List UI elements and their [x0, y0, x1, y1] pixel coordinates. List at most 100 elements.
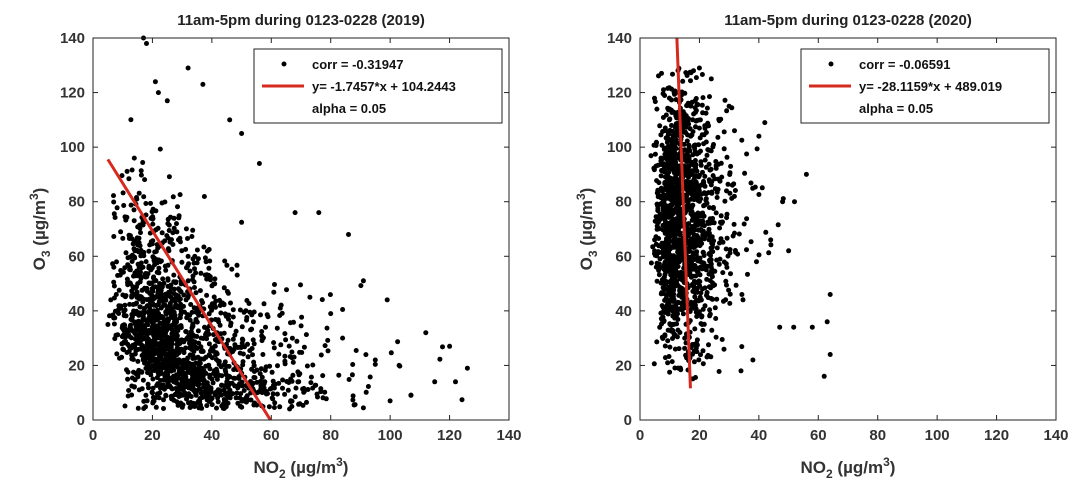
- data-point: [128, 117, 134, 123]
- data-point: [686, 170, 692, 176]
- data-point: [213, 352, 219, 358]
- data-point: [140, 220, 146, 226]
- data-point: [131, 246, 137, 252]
- data-point: [215, 317, 221, 323]
- data-point: [699, 322, 705, 327]
- data-point: [440, 344, 445, 350]
- data-point: [158, 378, 164, 383]
- x-axis-label: NO2 (µg/m3): [254, 455, 349, 481]
- data-point: [221, 401, 227, 407]
- data-point: [271, 289, 277, 295]
- data-point: [693, 179, 699, 185]
- data-point: [140, 343, 146, 349]
- data-point: [123, 313, 129, 319]
- data-point: [206, 265, 212, 271]
- data-point: [740, 297, 746, 303]
- data-point: [395, 339, 401, 345]
- data-point: [669, 107, 674, 113]
- data-point: [700, 169, 705, 175]
- data-point: [143, 365, 149, 371]
- data-point: [656, 236, 662, 241]
- data-point: [111, 199, 117, 205]
- data-point: [708, 264, 714, 270]
- data-point: [447, 343, 453, 349]
- data-point: [673, 278, 678, 284]
- data-point: [155, 225, 161, 231]
- data-point: [144, 398, 150, 404]
- x-tick-label: 100: [925, 427, 950, 444]
- legend-alpha-label: alpha = 0.05: [312, 101, 386, 116]
- data-point: [720, 270, 726, 276]
- y-tick-label: 120: [60, 85, 85, 102]
- data-point: [700, 348, 706, 354]
- data-point: [199, 366, 205, 372]
- data-point: [237, 350, 243, 356]
- data-point: [262, 367, 268, 373]
- data-point: [340, 307, 346, 312]
- data-point: [706, 342, 711, 348]
- data-point: [150, 390, 155, 396]
- data-point: [679, 301, 685, 306]
- data-point: [230, 314, 236, 320]
- data-point: [150, 216, 156, 222]
- legend: corr = -0.06591 y= -28.1159*x + 489.019 al…: [800, 48, 1050, 124]
- data-point: [217, 303, 223, 308]
- data-point: [150, 221, 156, 227]
- data-point: [666, 85, 672, 91]
- data-point: [241, 388, 247, 393]
- data-point: [267, 363, 273, 369]
- data-point: [717, 256, 723, 262]
- data-point: [161, 397, 166, 403]
- data-point: [174, 229, 180, 235]
- data-point: [144, 41, 149, 46]
- data-point: [243, 308, 249, 314]
- data-point: [714, 245, 720, 251]
- data-point: [274, 391, 280, 397]
- y-tick-label: 0: [77, 412, 85, 429]
- data-point: [671, 90, 677, 96]
- data-point: [129, 312, 135, 317]
- data-point: [756, 133, 762, 139]
- data-point: [726, 287, 732, 293]
- data-point: [700, 95, 706, 101]
- data-point: [164, 366, 170, 372]
- y-tick-label: 60: [68, 248, 85, 265]
- data-point: [227, 117, 233, 123]
- data-point: [745, 271, 750, 277]
- data-point: [270, 378, 276, 384]
- data-point: [157, 335, 163, 341]
- data-point: [690, 195, 696, 201]
- data-point: [171, 272, 177, 278]
- data-point: [259, 329, 265, 334]
- data-point: [148, 239, 154, 245]
- data-point: [786, 248, 792, 254]
- data-point: [127, 233, 133, 239]
- data-point: [696, 278, 702, 284]
- data-point: [200, 349, 206, 354]
- data-point: [146, 366, 152, 371]
- data-point: [250, 319, 256, 325]
- data-point: [318, 386, 324, 392]
- data-point: [700, 327, 706, 333]
- data-point: [675, 299, 681, 305]
- data-point: [688, 238, 694, 243]
- data-point: [688, 244, 693, 250]
- data-point: [464, 365, 470, 371]
- axis-label-base: O: [30, 257, 49, 270]
- data-point: [349, 372, 355, 378]
- data-point: [280, 385, 285, 391]
- data-point: [685, 199, 691, 205]
- data-point: [659, 188, 665, 194]
- data-point: [197, 288, 203, 294]
- data-point: [291, 319, 296, 325]
- data-point: [161, 406, 166, 411]
- data-point: [175, 339, 181, 344]
- data-point: [670, 136, 676, 142]
- data-point: [661, 213, 667, 219]
- data-point: [140, 377, 146, 383]
- data-point: [159, 329, 165, 335]
- data-point: [131, 207, 137, 213]
- data-point: [696, 150, 702, 156]
- data-point: [211, 294, 217, 300]
- data-point: [152, 317, 157, 323]
